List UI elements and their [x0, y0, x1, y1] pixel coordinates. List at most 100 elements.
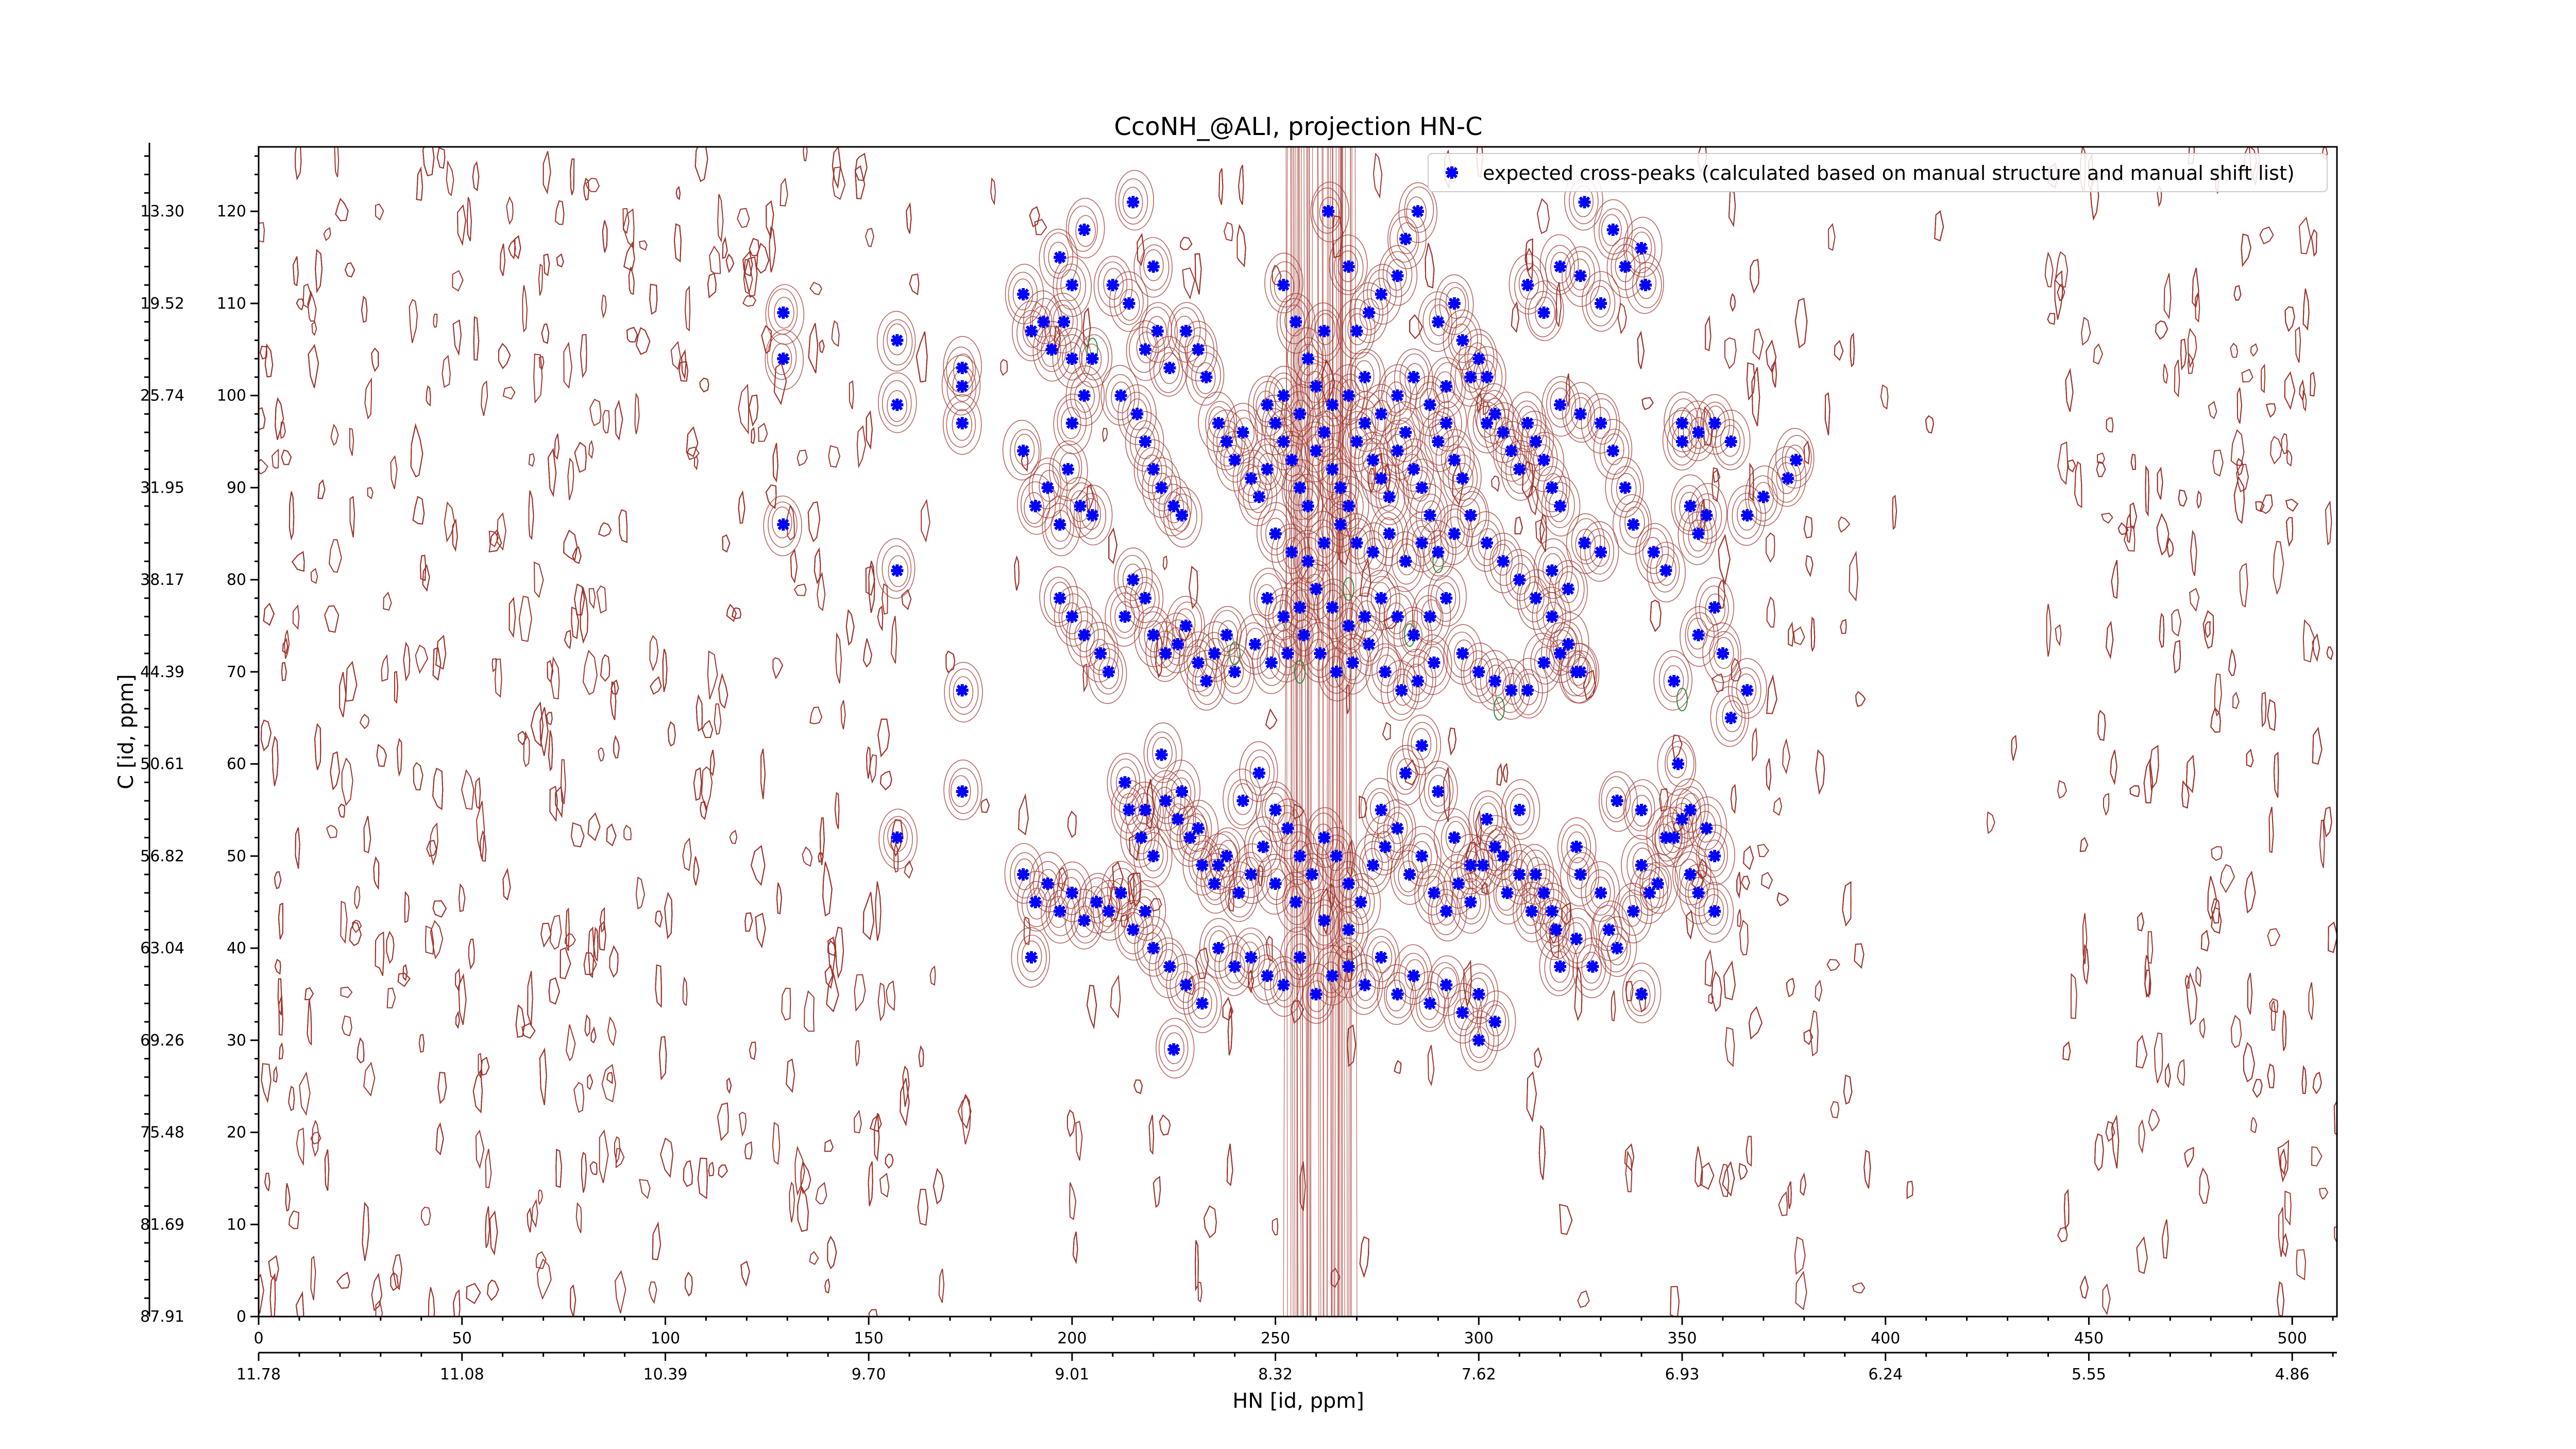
peak-contour: [1428, 535, 1449, 567]
cross-peak-marker: [1310, 380, 1323, 393]
peak-contour: [1720, 425, 1741, 457]
noise-contour: [1840, 618, 1847, 634]
peak-contour: [1364, 815, 1403, 875]
noise-contour: [809, 706, 823, 724]
noise-contour: [296, 1127, 305, 1167]
peak-contour: [1265, 517, 1286, 550]
peak-contour: [1149, 336, 1189, 397]
noise-contour: [2295, 326, 2301, 363]
peak-contour: [1636, 267, 1657, 299]
noise-contour: [575, 1202, 582, 1233]
cross-peak-marker: [1220, 435, 1233, 448]
peak-contour: [1256, 502, 1296, 563]
noise-contour: [349, 921, 362, 946]
peak-contour: [1437, 967, 1458, 999]
peak-contour: [1698, 831, 1728, 878]
noise-contour: [596, 585, 607, 614]
noise-contour: [1849, 550, 1859, 602]
noise-contour: [855, 153, 868, 181]
peak-contour: [1387, 745, 1426, 806]
noise-contour: [539, 1048, 547, 1105]
peak-contour: [1056, 263, 1086, 310]
peak-contour: [1303, 889, 1343, 950]
noise-contour: [1863, 1150, 1871, 1189]
y-tick-label: 80: [227, 571, 246, 589]
peak-contour: [1290, 943, 1311, 975]
cross-peak-marker: [1269, 527, 1282, 540]
peak-contour: [1347, 427, 1368, 459]
peak-contour: [1075, 215, 1096, 247]
cross-peak-marker: [1261, 463, 1274, 476]
peak-contour: [1606, 787, 1626, 819]
peak-contour: [1223, 768, 1262, 830]
noise-contour: [773, 362, 787, 406]
peak-contour: [1166, 627, 1187, 659]
peak-contour: [1571, 518, 1601, 565]
peak-contour: [1248, 481, 1268, 513]
peak-contour: [1367, 576, 1397, 622]
peak-contour: [1679, 864, 1719, 924]
cross-peak-marker: [1643, 886, 1656, 899]
noise-contour: [530, 701, 544, 747]
y-tick-label: 40: [227, 939, 246, 957]
peak-contour: [1461, 643, 1500, 703]
noise-contour: [779, 177, 788, 207]
cross-peak-marker: [1635, 988, 1648, 1001]
peak-contour: [1070, 490, 1091, 523]
cross-peak-marker: [1277, 610, 1290, 623]
noise-contour: [2180, 339, 2187, 370]
peak-contour: [1061, 602, 1082, 634]
peak-contour: [1404, 959, 1425, 991]
ridge-contour: [1354, 147, 1358, 1317]
noise-contour: [831, 320, 840, 347]
cross-peak-marker: [1383, 491, 1396, 503]
noise-contour: [2211, 898, 2220, 924]
noise-contour: [2296, 1249, 2307, 1280]
cross-peak-marker: [1037, 315, 1050, 328]
noise-contour: [588, 588, 596, 610]
cross-peak-marker: [1281, 822, 1294, 835]
noise-contour: [649, 635, 659, 672]
y-ppm-tick-label: 44.39: [140, 663, 184, 681]
peak-contour: [1293, 481, 1323, 528]
noise-contour: [1179, 237, 1193, 250]
cross-peak-marker: [1554, 960, 1567, 973]
noise-contour: [1624, 1143, 1635, 1172]
cross-peak-marker: [1017, 444, 1030, 457]
noise-contour: [673, 223, 682, 263]
noise-contour: [2260, 363, 2266, 394]
noise-contour: [474, 777, 481, 810]
cross-peak-marker: [1383, 527, 1396, 540]
peak-contour: [1702, 622, 1741, 683]
cross-peak-marker: [777, 518, 790, 531]
noise-contour: [2205, 621, 2211, 638]
noise-contour: [304, 987, 314, 1001]
noise-contour: [900, 1078, 910, 1126]
noise-contour: [1934, 210, 1944, 242]
peak-contour: [1115, 170, 1155, 231]
peak-contour: [1688, 519, 1709, 552]
peak-contour: [1301, 564, 1331, 610]
cross-peak-marker: [1423, 509, 1436, 521]
ridge-contour: [1337, 147, 1342, 1317]
noise-contour: [376, 744, 387, 767]
noise-contour: [433, 313, 438, 328]
noise-contour: [404, 891, 410, 923]
peak-contour: [1398, 953, 1429, 999]
cross-peak-marker: [1525, 905, 1538, 918]
peak-contour: [1285, 934, 1315, 980]
peak-contour: [1566, 513, 1605, 574]
peak-contour: [1572, 937, 1612, 999]
noise-contour: [1761, 871, 1773, 889]
peak-contour: [1174, 315, 1195, 348]
noise-contour: [772, 1122, 781, 1165]
peak-contour: [1435, 408, 1455, 440]
peak-contour: [1058, 593, 1089, 640]
peak-contour: [1272, 805, 1301, 851]
peak-contour: [1361, 383, 1401, 445]
noise-contour: [807, 501, 821, 543]
noise-contour: [2269, 998, 2279, 1013]
y-ppm-tick-label: 25.74: [140, 387, 184, 405]
peak-contour: [1240, 464, 1261, 496]
y-tick-label: 100: [217, 387, 246, 405]
